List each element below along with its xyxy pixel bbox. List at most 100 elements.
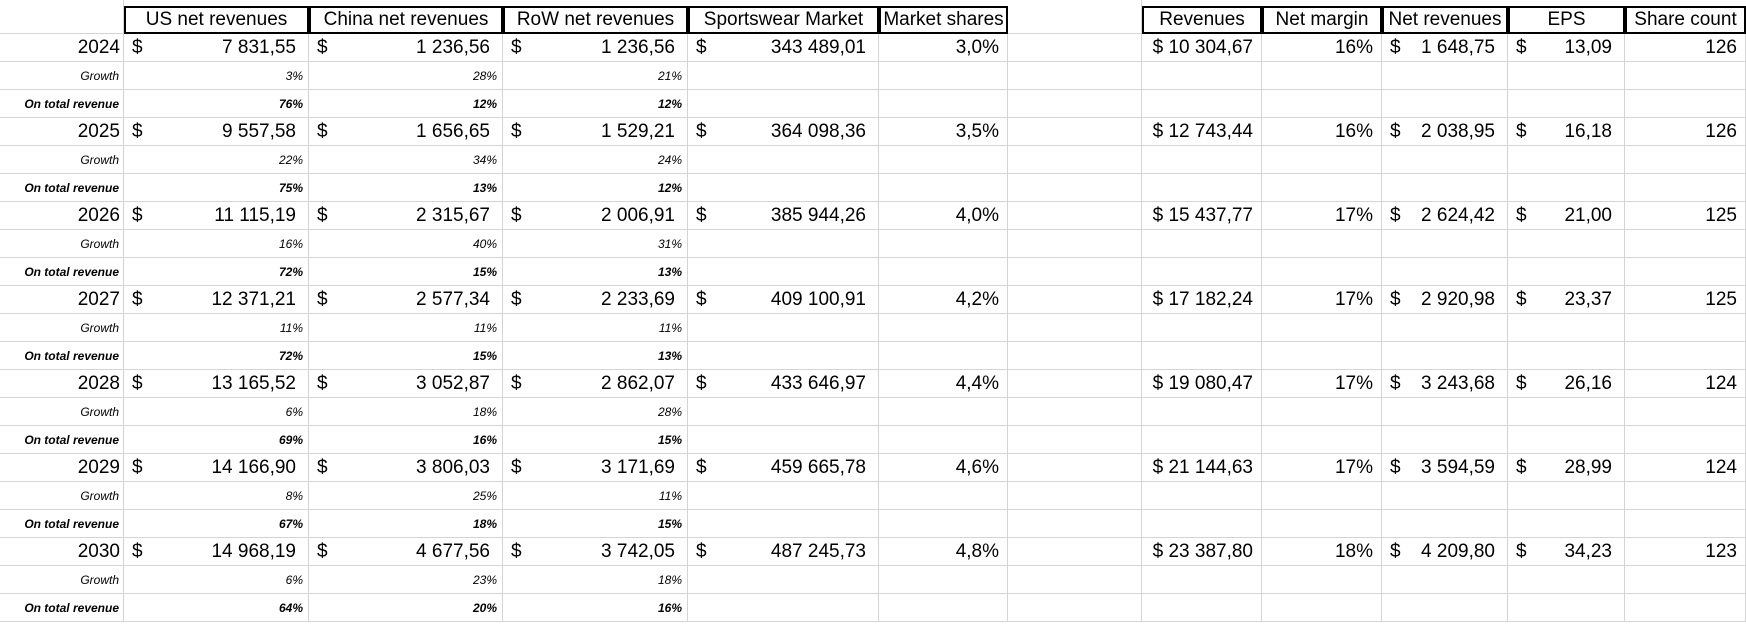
share-cell[interactable]: 13% [309,174,503,202]
blank-cell[interactable] [1262,398,1382,426]
blank-cell[interactable] [879,230,1008,258]
blank-cell[interactable] [688,594,879,622]
market-share-cell[interactable]: 3,0% [879,34,1008,62]
year-label[interactable]: 2025 [0,118,124,146]
net-revenues-cell[interactable]: $2 038,95 [1382,118,1508,146]
growth-cell[interactable]: 11% [503,314,688,342]
growth-label[interactable]: Growth [0,314,124,342]
blank-cell[interactable] [1262,566,1382,594]
row-revenue-cell[interactable]: $1 236,56 [503,34,688,62]
blank-cell[interactable] [879,258,1008,286]
growth-label[interactable]: Growth [0,146,124,174]
share-label[interactable]: On total revenue [0,594,124,622]
column-header-3[interactable]: RoW net revenues [503,6,688,34]
blank-cell[interactable] [1008,426,1142,454]
growth-cell[interactable]: 31% [503,230,688,258]
summary-header-5[interactable]: Share count [1625,6,1746,34]
china-revenue-cell[interactable]: $3 806,03 [309,454,503,482]
blank-cell[interactable] [688,482,879,510]
net-margin-cell[interactable]: 17% [1262,454,1382,482]
blank-cell[interactable] [1625,230,1746,258]
blank-cell[interactable] [1382,146,1508,174]
net-revenues-cell[interactable]: $2 920,98 [1382,286,1508,314]
revenues-cell[interactable]: $ 17 182,24 [1142,286,1262,314]
net-margin-cell[interactable]: 17% [1262,370,1382,398]
share-cell[interactable]: 15% [503,510,688,538]
blank-cell[interactable] [1008,202,1142,230]
column-header-5[interactable]: Market shares [879,6,1008,34]
blank-cell[interactable] [1008,90,1142,118]
blank-cell[interactable] [1142,426,1262,454]
share-cell[interactable]: 75% [124,174,309,202]
growth-cell[interactable]: 28% [309,62,503,90]
share-label[interactable]: On total revenue [0,510,124,538]
china-revenue-cell[interactable]: $3 052,87 [309,370,503,398]
share-count-cell[interactable]: 124 [1625,454,1746,482]
market-share-cell[interactable]: 4,0% [879,202,1008,230]
share-cell[interactable]: 15% [309,342,503,370]
growth-cell[interactable]: 11% [309,314,503,342]
blank-cell[interactable] [1262,314,1382,342]
growth-cell[interactable]: 21% [503,62,688,90]
us-revenue-cell[interactable]: $13 165,52 [124,370,309,398]
share-cell[interactable]: 15% [503,426,688,454]
blank-cell[interactable] [1008,174,1142,202]
blank-cell[interactable] [1625,90,1746,118]
blank-cell[interactable] [1382,398,1508,426]
blank-cell[interactable] [1625,594,1746,622]
blank-cell[interactable] [879,146,1008,174]
revenues-cell[interactable]: $ 21 144,63 [1142,454,1262,482]
blank-cell[interactable] [1508,342,1625,370]
growth-label[interactable]: Growth [0,482,124,510]
growth-cell[interactable]: 34% [309,146,503,174]
blank-cell[interactable] [879,90,1008,118]
blank-cell[interactable] [1508,426,1625,454]
share-count-cell[interactable]: 126 [1625,118,1746,146]
blank-cell[interactable] [1382,510,1508,538]
blank-cell[interactable] [1142,398,1262,426]
growth-cell[interactable]: 18% [309,398,503,426]
growth-label[interactable]: Growth [0,566,124,594]
share-cell[interactable]: 72% [124,258,309,286]
market-share-cell[interactable]: 4,4% [879,370,1008,398]
summary-header-3[interactable]: Net revenues [1382,6,1508,34]
revenues-cell[interactable]: $ 19 080,47 [1142,370,1262,398]
blank-cell[interactable] [1142,510,1262,538]
blank-cell[interactable] [1382,258,1508,286]
blank-cell[interactable] [1008,62,1142,90]
blank-cell[interactable] [1262,90,1382,118]
blank-cell[interactable] [1625,146,1746,174]
row-revenue-cell[interactable]: $2 006,91 [503,202,688,230]
row-revenue-cell[interactable]: $3 742,05 [503,538,688,566]
blank-cell[interactable] [879,342,1008,370]
blank-cell[interactable] [1262,510,1382,538]
net-margin-cell[interactable]: 16% [1262,34,1382,62]
growth-label[interactable]: Growth [0,62,124,90]
row-revenue-cell[interactable]: $2 862,07 [503,370,688,398]
growth-cell[interactable]: 11% [124,314,309,342]
us-revenue-cell[interactable]: $12 371,21 [124,286,309,314]
blank-cell[interactable] [1008,510,1142,538]
blank-cell[interactable] [1382,594,1508,622]
column-header-4[interactable]: Sportswear Market [688,6,879,34]
share-cell[interactable]: 64% [124,594,309,622]
growth-cell[interactable]: 24% [503,146,688,174]
blank-cell[interactable] [1382,314,1508,342]
blank-cell[interactable] [879,426,1008,454]
header-blank-cell[interactable] [0,0,124,34]
blank-cell[interactable] [688,398,879,426]
blank-cell[interactable] [1508,566,1625,594]
share-label[interactable]: On total revenue [0,174,124,202]
blank-cell[interactable] [1008,118,1142,146]
blank-cell[interactable] [1382,174,1508,202]
blank-cell[interactable] [1262,174,1382,202]
china-revenue-cell[interactable]: $4 677,56 [309,538,503,566]
growth-label[interactable]: Growth [0,398,124,426]
share-cell[interactable]: 16% [503,594,688,622]
blank-cell[interactable] [1008,454,1142,482]
share-label[interactable]: On total revenue [0,258,124,286]
blank-cell[interactable] [1508,482,1625,510]
year-label[interactable]: 2024 [0,34,124,62]
summary-header-2[interactable]: Net margin [1262,6,1382,34]
net-revenues-cell[interactable]: $2 624,42 [1382,202,1508,230]
